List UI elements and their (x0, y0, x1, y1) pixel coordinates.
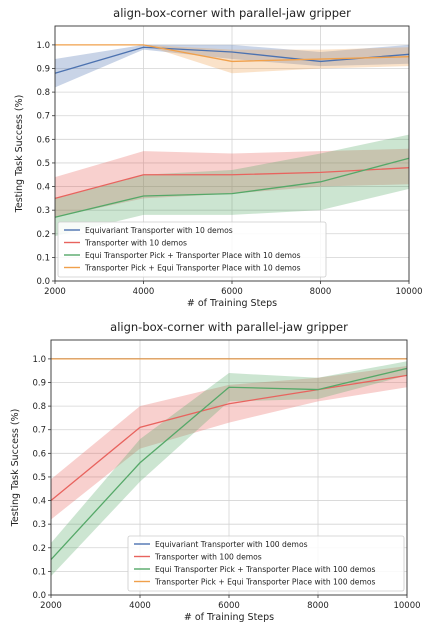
y-tick-label: 0.4 (36, 183, 50, 193)
series-2-confidence-band (55, 148, 409, 218)
y-tick-label: 0.9 (32, 379, 46, 389)
series-4-line (55, 44, 410, 63)
series-1-confidence-band (55, 44, 409, 88)
plot-area-frame (50, 339, 408, 596)
x-tick-label: 10000 (393, 601, 420, 611)
y-tick-label: 0.6 (32, 449, 46, 459)
y-tick-label: 0.1 (36, 253, 50, 263)
legend-label: Transporter Pick + Equi Transporter Plac… (154, 578, 375, 587)
y-tick-label: 0.7 (36, 112, 50, 122)
y-tick-label: 1.0 (36, 41, 50, 51)
series-1-line (54, 46, 410, 74)
y-tick-label: 0.5 (32, 473, 46, 483)
legend-label: Equi Transporter Pick + Transporter Plac… (85, 251, 301, 260)
y-tick-label: 0.3 (36, 206, 50, 216)
series-2-line (54, 167, 410, 199)
x-tick-label: 6000 (221, 287, 243, 297)
series-2-line (50, 374, 408, 502)
x-tick-label: 8000 (307, 601, 329, 611)
legend-label: Equivariant Transporter with 10 demos (85, 226, 233, 235)
series-3-line (50, 367, 408, 561)
x-tick-label: 10000 (395, 287, 422, 297)
legend-label: Transporter with 10 demos (84, 239, 187, 248)
y-tick-label: 0.7 (32, 426, 46, 436)
legend-label: Transporter Pick + Equi Transporter Plac… (84, 264, 301, 273)
y-tick-label: 0.0 (36, 277, 50, 287)
y-tick-label: 0.4 (32, 497, 46, 507)
x-tick-label: 6000 (218, 601, 240, 611)
y-tick-label: 0.2 (32, 544, 46, 554)
legend-label: Equi Transporter Pick + Transporter Plac… (155, 565, 375, 574)
y-axis-label: Testing Task Success (%) (14, 95, 25, 214)
x-tick-label: 4000 (129, 601, 151, 611)
y-tick-label: 0.3 (32, 520, 46, 530)
x-tick-label: 2000 (44, 287, 66, 297)
x-tick-label: 8000 (310, 287, 332, 297)
y-tick-label: 0.0 (32, 591, 46, 601)
legend-label: Equivariant Transporter with 100 demos (155, 540, 308, 549)
chart-1: align-box-corner with parallel-jaw gripp… (14, 6, 423, 309)
legend-box (127, 535, 405, 592)
y-axis-label: Testing Task Success (%) (10, 409, 21, 528)
y-tick-label: 0.2 (36, 230, 50, 240)
chart-2: align-box-corner with parallel-jaw gripp… (10, 320, 421, 623)
y-tick-label: 0.9 (36, 65, 50, 75)
chart-title: align-box-corner with parallel-jaw gripp… (110, 320, 348, 334)
series-4-confidence-band (55, 44, 409, 74)
legend-label: Transporter with 100 demos (154, 553, 262, 562)
x-axis-label: # of Training Steps (187, 298, 277, 309)
plot-area-frame (54, 25, 410, 282)
legend: Equivariant Transporter with 100 demos Tr… (127, 535, 405, 592)
x-axis-label: # of Training Steps (184, 612, 274, 623)
x-tick-label: 2000 (40, 601, 62, 611)
series-3-confidence-band (51, 361, 407, 577)
y-tick-label: 0.8 (32, 402, 46, 412)
legend: Equivariant Transporter with 10 demos Tra… (57, 221, 327, 278)
x-tick-label: 4000 (133, 287, 155, 297)
series-3-line (54, 157, 410, 218)
chart-title: align-box-corner with parallel-jaw gripp… (113, 6, 351, 20)
y-tick-label: 1.0 (32, 355, 46, 365)
series-3-confidence-band (55, 134, 409, 237)
y-tick-label: 0.1 (32, 567, 46, 577)
y-tick-label: 0.8 (36, 88, 50, 98)
y-tick-label: 0.6 (36, 135, 50, 145)
y-tick-label: 0.5 (36, 159, 50, 169)
legend-box (57, 221, 327, 278)
